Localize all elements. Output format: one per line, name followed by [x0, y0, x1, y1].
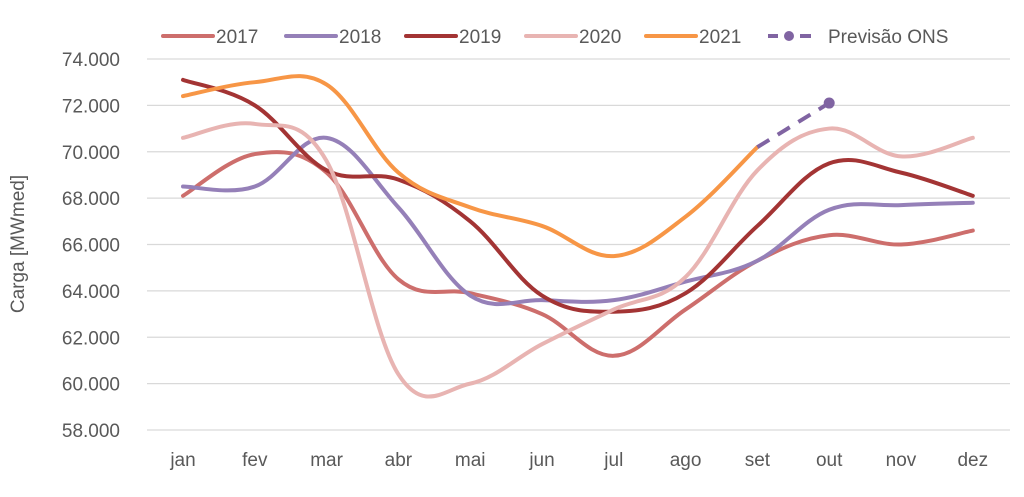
legend-label: 2021: [699, 27, 741, 48]
x-tick-label: fev: [242, 450, 268, 471]
series-lines: [181, 74, 975, 399]
x-tick-label: jun: [528, 450, 554, 471]
y-axis-tick-labels: 58.000 60.000 62.000 64.000 66.000 68.000 70.0…: [62, 50, 120, 442]
x-tick-label: jan: [169, 450, 195, 471]
series-previs-o-ons: [756, 97, 835, 149]
legend-item: 2018: [284, 27, 381, 48]
x-tick-label: jul: [603, 450, 623, 471]
y-tick-label: 74.000: [62, 50, 120, 71]
legend-label: 2018: [339, 27, 381, 48]
y-tick-label: 72.000: [62, 96, 120, 117]
x-tick-label: ago: [670, 450, 702, 471]
legend-item: 2020: [524, 27, 621, 48]
series-line: [181, 135, 975, 307]
x-tick-label: abr: [385, 450, 413, 471]
x-tick-label: dez: [957, 450, 988, 471]
series-2021: [181, 74, 760, 259]
series-2018: [181, 135, 975, 307]
legend-label: 2019: [459, 27, 501, 48]
legend-marker: [784, 31, 794, 41]
legend-label: 2020: [579, 27, 621, 48]
y-tick-label: 66.000: [62, 236, 120, 257]
legend-item: 2017: [161, 27, 258, 48]
series-line: [756, 101, 831, 149]
legend: 2017 2018 2019 2020 2021 Previsão ONS: [161, 27, 948, 48]
y-tick-label: 62.000: [62, 328, 120, 349]
legend-label: 2017: [216, 27, 258, 48]
x-tick-label: mai: [455, 450, 486, 471]
forecast-point-marker: [823, 97, 835, 109]
y-axis-title: Carga [MWmed]: [8, 175, 29, 313]
x-tick-label: mar: [310, 450, 343, 471]
y-tick-label: 60.000: [62, 375, 120, 396]
y-tick-label: 68.000: [62, 189, 120, 210]
y-tick-label: 70.000: [62, 143, 120, 164]
legend-item: 2021: [644, 27, 741, 48]
y-tick-label: 58.000: [62, 421, 120, 442]
y-tick-label: 64.000: [62, 282, 120, 303]
series-line: [181, 77, 975, 314]
x-tick-label: nov: [886, 450, 917, 471]
series-2019: [181, 77, 975, 314]
legend-item: Previsão ONS: [768, 27, 948, 48]
series-line: [181, 121, 975, 399]
series-2020: [181, 121, 975, 399]
x-axis-tick-labels: jan fev mar abr mai jun jul ago set out nov dez: [169, 450, 988, 471]
legend-label: Previsão ONS: [828, 27, 948, 48]
legend-item: 2019: [404, 27, 501, 48]
x-tick-label: out: [816, 450, 843, 471]
x-tick-label: set: [745, 450, 771, 471]
series-line: [181, 74, 760, 259]
